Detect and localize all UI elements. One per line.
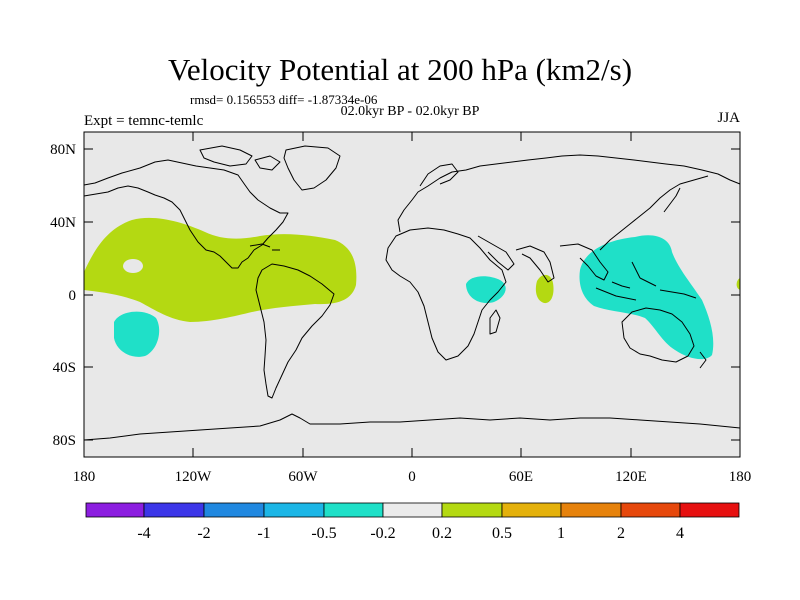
coastline-arctic-islands	[199, 145, 281, 171]
colorbar-label: 2	[617, 525, 625, 542]
coastline-caribbean	[249, 243, 280, 251]
colorbar-swatch	[441, 502, 503, 518]
negative-region-africa	[466, 276, 506, 304]
colorbar-swatch	[679, 502, 740, 518]
x-tick-label: 180	[729, 469, 752, 485]
positive-region-africa	[535, 274, 554, 304]
coastline-australia	[621, 307, 695, 363]
colorbar-swatch	[85, 502, 145, 518]
y-tick-label: 80S	[53, 433, 76, 449]
coastlines	[83, 145, 741, 441]
colorbar-labels: -4 -2 -1 -0.5 -0.2 0.2 0.5 1 2 4	[137, 525, 684, 542]
y-tick-label: 40S	[53, 360, 76, 376]
negative-region-west-pacific	[579, 235, 714, 360]
coastline-south-america	[255, 263, 335, 399]
experiment-label: Expt = temnc-temlc	[84, 113, 204, 129]
coastline-africa	[385, 227, 507, 361]
anomaly-shading	[84, 217, 740, 360]
coastline-north-america	[83, 159, 289, 269]
colorbar-swatch	[560, 502, 622, 518]
colorbar-label: -4	[137, 525, 150, 542]
x-tick-label: 120E	[615, 469, 647, 485]
colorbar-label: 1	[557, 525, 565, 542]
season-label: JJA	[717, 110, 740, 126]
coastline-europe	[397, 154, 741, 233]
coastline-indonesia	[595, 261, 697, 301]
colorbar-label: 0.2	[432, 525, 452, 542]
colorbar-swatch	[203, 502, 265, 518]
period-label: 02.0kyr BP - 02.0kyr BP	[340, 104, 480, 119]
positive-region-hole	[123, 259, 143, 273]
coastline-japan	[663, 187, 681, 213]
axis-ticks	[83, 132, 741, 457]
coastline-antarctica	[83, 413, 741, 441]
colorbar-swatch	[620, 502, 681, 518]
colorbar-label: -1	[257, 525, 270, 542]
coastline-asia-south	[477, 235, 609, 283]
colorbar-swatch	[323, 502, 384, 518]
y-tick-labels: 80N 40N 0 40S 80S	[50, 142, 76, 449]
colorbar-label: -0.5	[311, 525, 336, 542]
x-tick-label: 120W	[175, 469, 213, 485]
coastline-scandinavia	[419, 163, 459, 187]
colorbar-label: 0.5	[492, 525, 512, 542]
coastline-madagascar	[489, 309, 501, 335]
colorbar-swatch	[382, 502, 443, 518]
colorbar-swatch	[263, 502, 325, 518]
positive-region-dateline	[736, 278, 740, 290]
x-tick-label: 60E	[509, 469, 533, 485]
colorbar-label: -2	[197, 525, 210, 542]
colorbar	[85, 502, 740, 518]
x-tick-label: 60W	[288, 469, 318, 485]
positive-region-atlantic	[84, 217, 357, 322]
y-tick-label: 0	[69, 288, 77, 304]
colorbar-label: 4	[676, 525, 684, 542]
y-tick-label: 40N	[50, 215, 76, 231]
negative-region-south-pacific	[114, 311, 160, 357]
x-tick-label: 0	[408, 469, 416, 485]
coastline-greenland	[283, 145, 341, 191]
colorbar-label: -0.2	[370, 525, 395, 542]
coastline-new-zealand	[699, 351, 707, 369]
colorbar-swatch	[501, 502, 562, 518]
coastline-east-asia	[599, 175, 709, 251]
map-title: Velocity Potential at 200 hPa (km2/s)	[167, 52, 633, 87]
y-tick-label: 80N	[50, 142, 76, 158]
x-tick-labels: 180 120W 60W 0 60E 120E 180	[73, 469, 752, 485]
x-tick-label: 180	[73, 469, 96, 485]
colorbar-swatch	[143, 502, 205, 518]
stats-label: rmsd= 0.156553 diff= -1.87334e-06	[190, 92, 378, 107]
